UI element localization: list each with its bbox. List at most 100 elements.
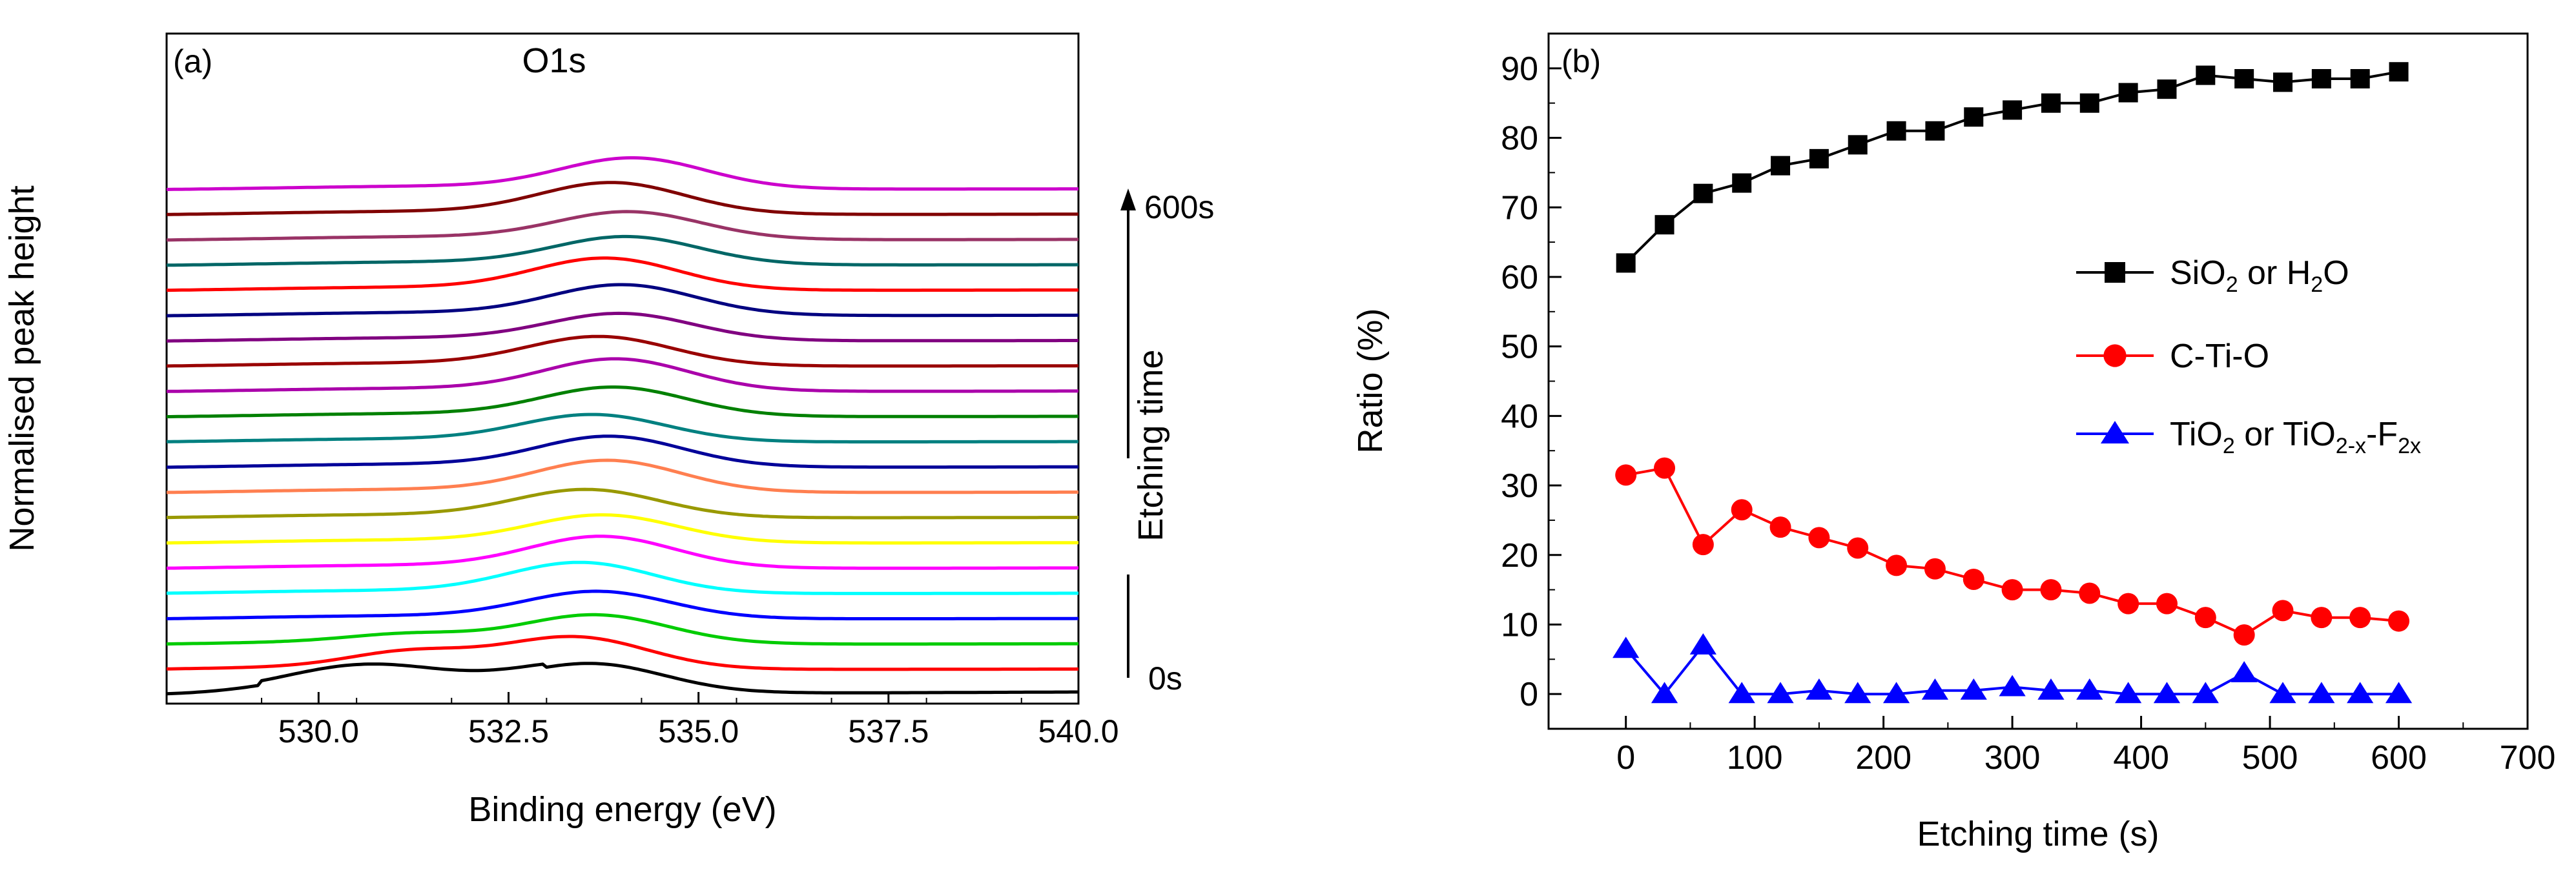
data-point	[2234, 69, 2254, 89]
panel-b-y-tick-label: 40	[1501, 398, 1538, 435]
data-point	[2192, 682, 2219, 704]
spectrum-line-3	[167, 589, 1079, 620]
series-circle	[1615, 457, 2410, 646]
data-point	[1847, 537, 1869, 559]
spectrum-line-7	[167, 487, 1079, 520]
spectrum-line-8	[166, 458, 1078, 494]
etching-arrow-head-icon	[1120, 188, 1136, 210]
spectrum-line-5	[166, 534, 1079, 570]
data-point	[1654, 215, 1674, 235]
data-point	[1882, 682, 1910, 704]
spectrum-line-10	[166, 412, 1078, 443]
panel-b-y-tick-label: 20	[1501, 537, 1538, 575]
data-point	[2196, 65, 2216, 85]
legend-marker	[2103, 344, 2127, 367]
spectrum-line-4	[166, 560, 1078, 595]
panel-b-y-tick-label: 60	[1501, 259, 1538, 296]
data-point	[1769, 516, 1791, 538]
data-point	[2041, 93, 2061, 113]
panel-b-x-tick-label: 500	[2242, 739, 2298, 777]
data-point	[2115, 682, 2142, 704]
spectrum-line-18	[167, 210, 1078, 242]
data-point	[1844, 682, 1871, 704]
legend-item: C-Ti-O	[2076, 338, 2269, 375]
data-point	[2273, 72, 2293, 92]
panel-a-x-tick-label: 540.0	[1038, 713, 1118, 749]
panel-b-y-tick-label: 80	[1501, 120, 1538, 158]
data-point	[1809, 148, 1829, 168]
panel-b-x-tick-label: 200	[1855, 739, 1911, 777]
data-point	[2389, 62, 2409, 82]
legend-item: TiO2 or TiO2-x-F2x	[2076, 416, 2421, 458]
panel-b-x-tick-label: 100	[1727, 739, 1783, 777]
data-point	[2388, 610, 2410, 632]
legend-label: TiO2 or TiO2-x-F2x	[2170, 416, 2421, 458]
data-point	[2272, 600, 2294, 622]
spectrum-line-15	[166, 283, 1079, 318]
spectrum-line-17	[167, 234, 1079, 267]
panel-b: 0 10 20 30 40 50 60 70 80 90 0 100 200 300 400 500 600 7…	[1351, 32, 2555, 853]
spectrum-line-20	[166, 156, 1078, 191]
panel-b-y-tick-label: 30	[1501, 467, 1538, 505]
data-point	[2037, 678, 2065, 700]
legend-label: SiO2 or H2O	[2170, 254, 2349, 297]
data-point	[1963, 568, 1984, 590]
panel-b-x-axis-label: Etching time (s)	[1917, 815, 2159, 853]
data-point	[2117, 593, 2139, 615]
panel-b-x-tick-label: 600	[2371, 739, 2427, 777]
data-point	[2308, 682, 2335, 704]
data-point	[2347, 682, 2374, 704]
panel-a-x-tick-label: 537.5	[848, 713, 929, 749]
data-point	[1731, 499, 1753, 521]
data-point	[1728, 682, 1755, 704]
spectrum-line-13	[166, 334, 1079, 368]
data-point	[1615, 464, 1637, 486]
spectrum-line-19	[166, 181, 1079, 216]
data-point	[1886, 121, 1906, 141]
panel-a-label: (a)	[173, 43, 212, 79]
spectrum-line-14	[166, 311, 1078, 343]
spectrum-line-6	[166, 513, 1078, 545]
legend-marker	[2101, 421, 2129, 443]
data-point	[1848, 135, 1868, 155]
data-point	[2040, 579, 2062, 601]
data-point	[2233, 624, 2255, 646]
etching-arrow-label: Etching time	[1131, 349, 1170, 541]
panel-b-x-ticks: 0 100 200 300 400 500 600 700	[1616, 716, 2555, 777]
data-point	[1960, 678, 1987, 700]
data-point	[1651, 682, 1678, 704]
panel-b-y-ticks: 0 10 20 30 40 50 60 70 80 90	[1501, 50, 1561, 713]
data-point	[1654, 457, 1676, 479]
panel-b-x-tick-label: 0	[1616, 739, 1635, 777]
data-point	[1692, 534, 1714, 556]
data-point	[1689, 633, 1716, 655]
spectrum-line-1	[166, 635, 1079, 671]
panel-b-y-tick-label: 70	[1501, 189, 1538, 227]
panel-b-legend: SiO2 or H2O C-Ti-O TiO2 or TiO2-x-F2x	[2076, 254, 2421, 458]
legend-label: C-Ti-O	[2170, 338, 2269, 375]
data-point	[1886, 554, 1908, 576]
panel-a: 530.0 532.5 535.0 537.5 540.0 (a) O1s Bindin…	[3, 32, 1214, 829]
panel-b-y-tick-label: 10	[1501, 606, 1538, 644]
data-point	[2003, 100, 2023, 120]
panel-b-y-tick-label: 50	[1501, 329, 1538, 366]
data-point	[1732, 173, 1752, 193]
panel-a-x-tick-label: 535.0	[658, 713, 739, 749]
legend-marker	[2105, 262, 2125, 283]
spectrum-line-11	[167, 385, 1079, 418]
panel-a-y-axis-label: Normalised peak height	[3, 185, 41, 551]
data-point	[2269, 682, 2296, 704]
spectrum-line-12	[166, 357, 1078, 393]
data-point	[2156, 593, 2178, 615]
data-point	[1767, 682, 1794, 704]
panel-a-frame	[165, 32, 1080, 705]
data-point	[2349, 607, 2371, 629]
data-point	[1925, 121, 1945, 141]
data-point	[1921, 678, 1949, 700]
data-point	[2118, 83, 2138, 103]
panel-b-x-tick-label: 700	[2500, 739, 2556, 777]
data-point	[2157, 79, 2177, 99]
data-point	[1999, 675, 2026, 697]
data-point	[1613, 636, 1640, 658]
